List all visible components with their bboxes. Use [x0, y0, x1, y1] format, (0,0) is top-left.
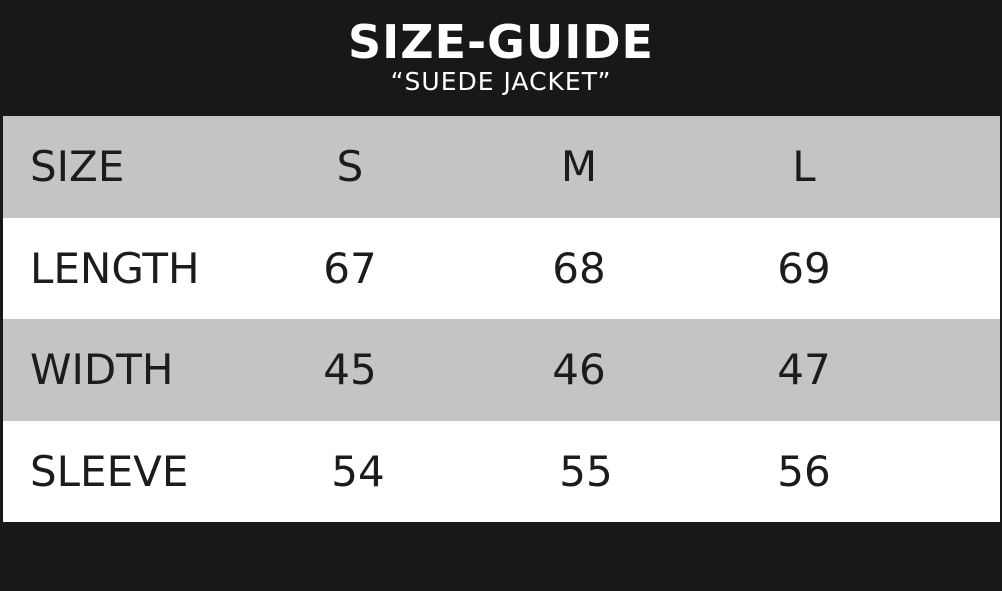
table-row: SLEEVE 54 55 56: [3, 420, 1000, 522]
page-title: SIZE-GUIDE: [348, 15, 654, 69]
table-cell: 56: [777, 446, 831, 496]
header-cell: L: [792, 142, 816, 191]
table-cell: 69: [777, 243, 831, 293]
row-label: WIDTH: [30, 345, 174, 394]
table-cell: 67: [323, 243, 377, 293]
table-cell: 54: [331, 446, 385, 496]
table-cell: 45: [323, 345, 377, 394]
table-cell: 68: [552, 243, 606, 293]
header-cell: S: [336, 142, 364, 191]
size-table: SIZE S M L LENGTH 67 68 69 WIDTH 45 46 4…: [3, 116, 1000, 522]
table-header-row: SIZE S M L: [3, 116, 1000, 218]
header-cell: M: [560, 142, 598, 191]
row-label: LENGTH: [30, 243, 200, 293]
table-cell: 47: [777, 345, 831, 394]
table-row: WIDTH 45 46 47: [3, 319, 1000, 421]
page-subtitle: “SUEDE JACKET”: [390, 67, 612, 96]
row-label: SLEEVE: [30, 446, 189, 496]
header-cell: SIZE: [30, 142, 125, 191]
table-row: LENGTH 67 68 69: [3, 217, 1000, 319]
table-cell: 55: [559, 446, 613, 496]
table-cell: 46: [552, 345, 606, 394]
